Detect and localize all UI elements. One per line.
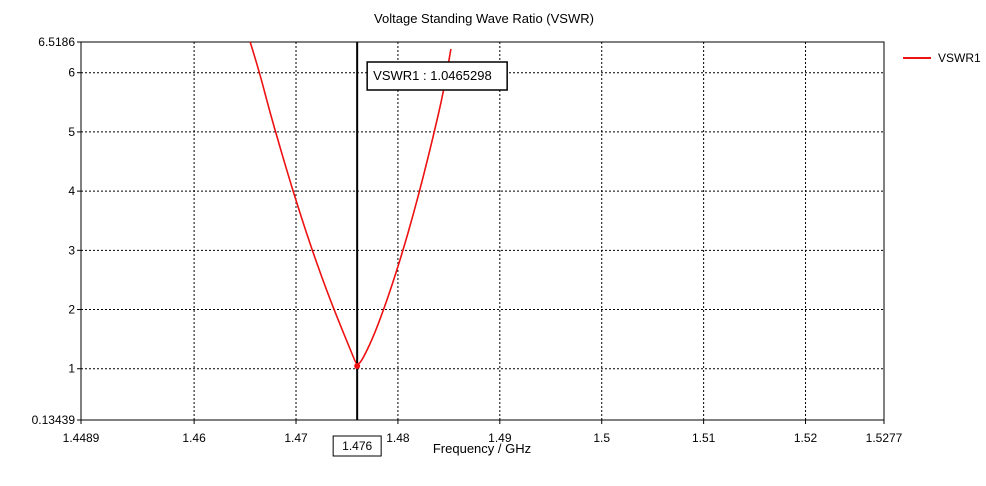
y-tick-label: 6: [68, 66, 75, 80]
x-tick-label: 1.4489: [63, 431, 100, 445]
marker-point: [354, 362, 361, 369]
y-tick-label: 6.5186: [38, 35, 75, 49]
y-tick-label: 2: [68, 303, 75, 317]
plot-area: [80, 41, 885, 421]
marker-label-box: VSWR1 : 1.0465298: [366, 61, 508, 91]
marker-x-label: 1.476: [342, 439, 372, 453]
y-tick-label: 0.13439: [32, 413, 76, 427]
x-tick-label: 1.47: [284, 431, 308, 445]
x-tick-label: 1.49: [488, 431, 512, 445]
y-tick-label: 1: [68, 362, 75, 376]
marker-x-label-box: 1.476: [332, 435, 382, 457]
x-axis-label: Frequency / GHz: [433, 441, 531, 456]
x-tick-label: 1.48: [386, 431, 410, 445]
y-axis-ticks: 0.13439 1 2 3 4 5 6 6.5186: [32, 35, 81, 427]
y-tick-label: 4: [68, 184, 75, 198]
legend: VSWR1: [903, 51, 981, 65]
chart-title: Voltage Standing Wave Ratio (VSWR): [374, 11, 594, 26]
marker-label: VSWR1 : 1.0465298: [373, 68, 492, 83]
y-tick-label: 3: [68, 243, 75, 257]
x-tick-label: 1.5277: [866, 431, 903, 445]
x-tick-label: 1.51: [692, 431, 716, 445]
y-tick-label: 5: [68, 125, 75, 139]
series-line-vswr1: [249, 41, 452, 365]
x-axis-ticks: 1.4489 1.46 1.47 1.48 1.49 1.5 1.51 1.52 1.5277: [63, 420, 903, 445]
x-tick-label: 1.46: [182, 431, 206, 445]
x-tick-label: 1.52: [794, 431, 818, 445]
x-tick-label: 1.5: [593, 431, 610, 445]
legend-label-vswr1: VSWR1: [938, 51, 981, 65]
